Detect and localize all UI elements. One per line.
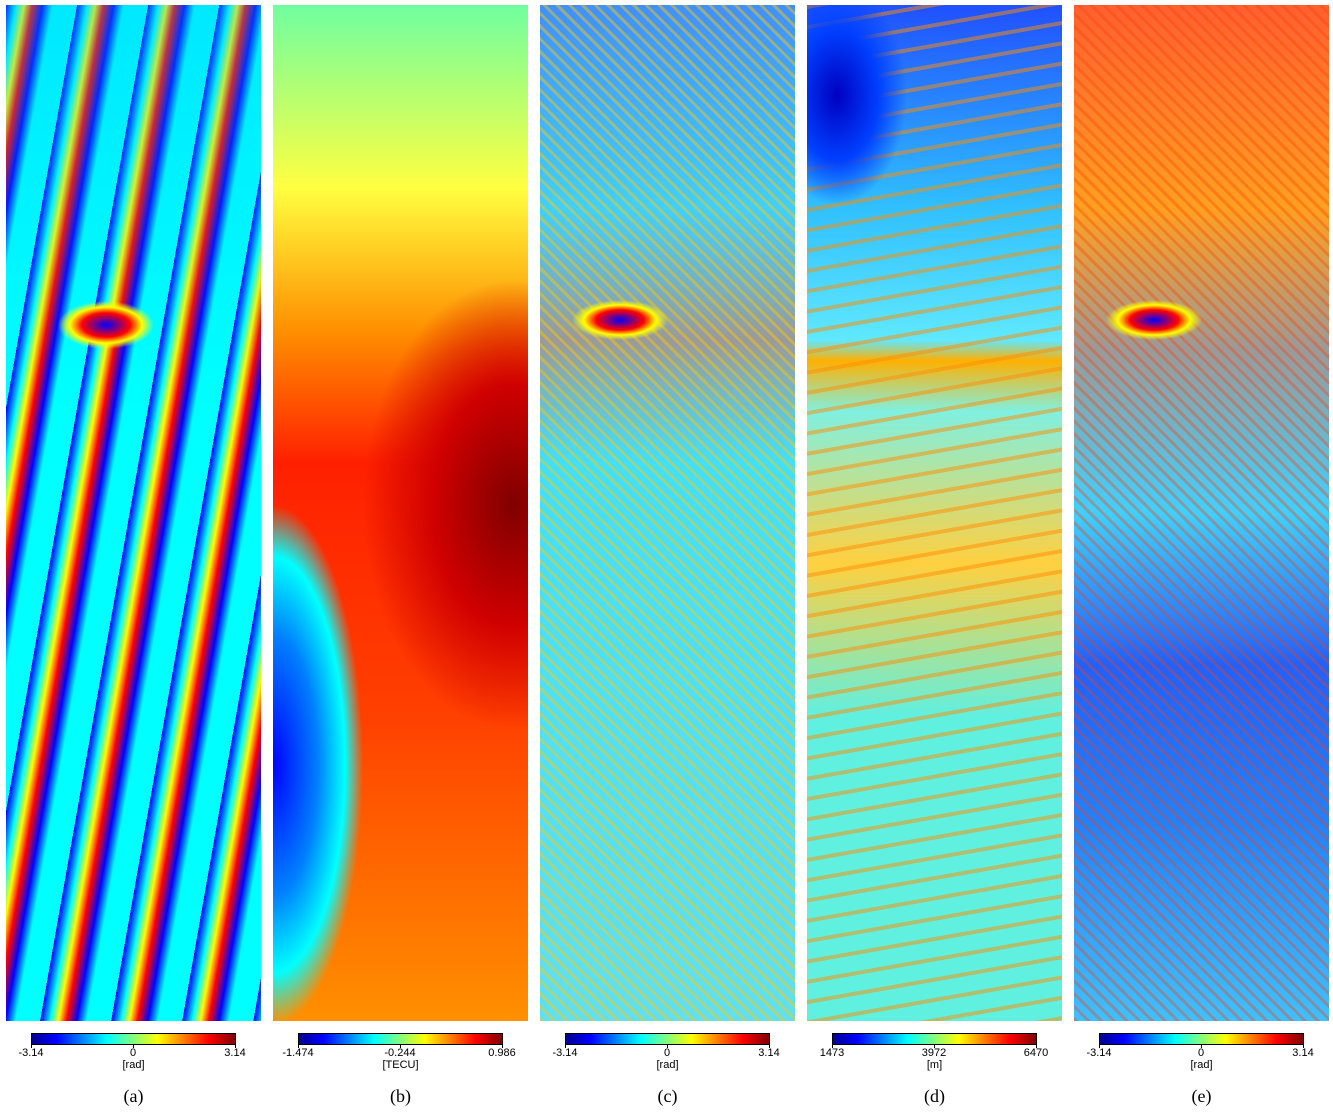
- panel-caption: (c): [658, 1086, 678, 1107]
- colorbar-tick-label: -3.14: [1086, 1047, 1111, 1059]
- colorbar-unit: [rad]: [122, 1059, 144, 1071]
- colorbar-tick-label: -1.474: [282, 1047, 313, 1059]
- colorbar-unit: [m]: [927, 1059, 942, 1071]
- panel-caption: (e): [1192, 1086, 1212, 1107]
- colorbar-tick-label: -3.14: [552, 1047, 577, 1059]
- colorbar-tick-label: 0: [664, 1047, 670, 1059]
- colorbar-tick-label: 6470: [1024, 1047, 1048, 1059]
- figure: -3.14 0 3.14 [rad] (a) -1.474 -0.244 0.986 [TECU…: [0, 0, 1333, 1113]
- colorbar-tick-label: 0: [1198, 1047, 1204, 1059]
- colorbar-unit: [rad]: [1190, 1059, 1212, 1071]
- colorbar-tick-label: 0.986: [488, 1047, 516, 1059]
- colorbar-unit: [TECU]: [382, 1059, 418, 1071]
- colorbar-tick-label: 0: [130, 1047, 136, 1059]
- colorbar-unit: [rad]: [656, 1059, 678, 1071]
- colorbar-tick-label: 3.14: [758, 1047, 779, 1059]
- colorbar-tick-label: 1473: [820, 1047, 844, 1059]
- panel-image: [1074, 5, 1329, 1021]
- panel-image: [6, 5, 261, 1021]
- panel-caption: (b): [390, 1086, 411, 1107]
- panel-image: [273, 5, 528, 1021]
- panel-image: [540, 5, 795, 1021]
- colorbar-tick-label: -3.14: [18, 1047, 43, 1059]
- panel-caption: (d): [924, 1086, 945, 1107]
- colorbar-tick-label: 3.14: [224, 1047, 245, 1059]
- panel-caption: (a): [124, 1086, 144, 1107]
- panel-image: [807, 5, 1062, 1021]
- colorbar-tick-label: -0.244: [384, 1047, 415, 1059]
- colorbar-tick-label: 3972: [922, 1047, 946, 1059]
- colorbar-tick-label: 3.14: [1292, 1047, 1313, 1059]
